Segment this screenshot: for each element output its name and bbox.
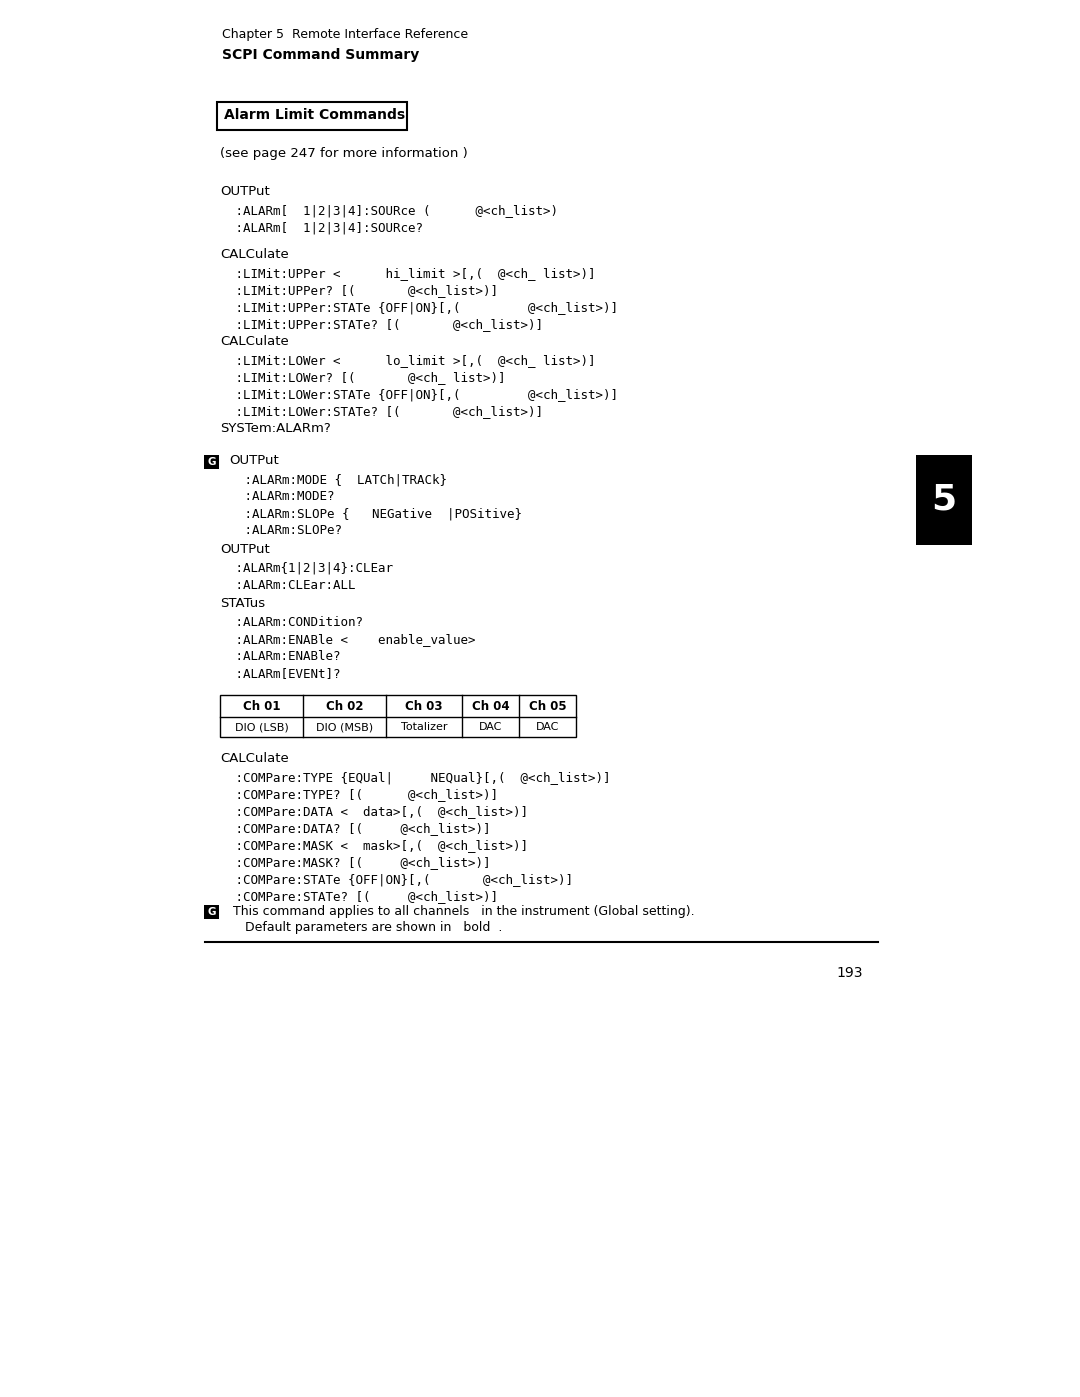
Text: DIO (LSB): DIO (LSB) <box>234 722 288 732</box>
Text: OUTPut: OUTPut <box>220 184 270 198</box>
Text: :ALARm[  1|2|3|4]:SOURce (      @<ch_list>): :ALARm[ 1|2|3|4]:SOURce ( @<ch_list>) <box>228 204 558 217</box>
Text: This command applies to all channels   in the instrument (Global setting).: This command applies to all channels in … <box>229 905 694 918</box>
Text: Ch 05: Ch 05 <box>529 700 566 712</box>
Text: :COMPare:STATe? [(     @<ch_list>)]: :COMPare:STATe? [( @<ch_list>)] <box>228 890 498 902</box>
Text: :COMPare:DATA? [(     @<ch_list>)]: :COMPare:DATA? [( @<ch_list>)] <box>228 821 490 835</box>
Text: Ch 02: Ch 02 <box>326 700 363 712</box>
Text: :LIMit:UPPer:STATe? [(       @<ch_list>)]: :LIMit:UPPer:STATe? [( @<ch_list>)] <box>228 319 543 331</box>
Text: 5: 5 <box>931 483 957 517</box>
Bar <box>220 694 576 738</box>
Text: Ch 03: Ch 03 <box>405 700 443 712</box>
Text: Chapter 5  Remote Interface Reference: Chapter 5 Remote Interface Reference <box>222 28 468 41</box>
Text: CALCulate: CALCulate <box>220 335 288 348</box>
Text: :COMPare:DATA <  data>[,(  @<ch_list>)]: :COMPare:DATA < data>[,( @<ch_list>)] <box>228 805 528 819</box>
Text: :ALARm:ENABle?: :ALARm:ENABle? <box>228 650 340 664</box>
Bar <box>217 102 407 130</box>
Text: :ALARm:ENABle <    enable_value>: :ALARm:ENABle < enable_value> <box>228 633 475 645</box>
Text: (see page 247 for more information ): (see page 247 for more information ) <box>220 147 468 161</box>
Text: :ALARm{1|2|3|4}:CLEar: :ALARm{1|2|3|4}:CLEar <box>228 562 393 576</box>
Text: :LIMit:UPPer:STATe {OFF|ON}[,(         @<ch_list>)]: :LIMit:UPPer:STATe {OFF|ON}[,( @<ch_list… <box>228 300 618 314</box>
Text: :LIMit:LOWer:STATe {OFF|ON}[,(         @<ch_list>)]: :LIMit:LOWer:STATe {OFF|ON}[,( @<ch_list… <box>228 388 618 401</box>
Text: :ALARm:SLOPe {   NEGative  |POSitive}: :ALARm:SLOPe { NEGative |POSitive} <box>237 507 522 520</box>
Text: :ALARm[EVENt]?: :ALARm[EVENt]? <box>228 666 340 680</box>
Text: :ALARm[  1|2|3|4]:SOURce?: :ALARm[ 1|2|3|4]:SOURce? <box>228 221 423 235</box>
Text: CALCulate: CALCulate <box>220 752 288 766</box>
Text: G: G <box>207 457 216 467</box>
Text: :ALARm:CLEar:ALL: :ALARm:CLEar:ALL <box>228 578 355 592</box>
Text: G: G <box>207 907 216 916</box>
Text: :ALARm:MODE?: :ALARm:MODE? <box>237 490 335 503</box>
Text: :LIMit:LOWer <      lo_limit >[,(  @<ch_ list>)]: :LIMit:LOWer < lo_limit >[,( @<ch_ list>… <box>228 353 595 367</box>
Text: :ALARm:MODE {  LATCh|TRACk}: :ALARm:MODE { LATCh|TRACk} <box>237 474 447 486</box>
Text: OUTPut: OUTPut <box>220 543 270 556</box>
Text: :LIMit:UPPer <      hi_limit >[,(  @<ch_ list>)]: :LIMit:UPPer < hi_limit >[,( @<ch_ list>… <box>228 267 595 279</box>
Text: :COMPare:TYPE? [(      @<ch_list>)]: :COMPare:TYPE? [( @<ch_list>)] <box>228 788 498 800</box>
Text: SCPI Command Summary: SCPI Command Summary <box>222 47 419 61</box>
Text: Ch 04: Ch 04 <box>472 700 510 712</box>
Bar <box>204 905 219 919</box>
Text: DIO (MSB): DIO (MSB) <box>316 722 373 732</box>
Text: CALCulate: CALCulate <box>220 249 288 261</box>
Text: Default parameters are shown in   bold  .: Default parameters are shown in bold . <box>229 921 502 935</box>
Text: 193: 193 <box>836 965 863 981</box>
Text: :LIMit:LOWer:STATe? [(       @<ch_list>)]: :LIMit:LOWer:STATe? [( @<ch_list>)] <box>228 405 543 418</box>
Bar <box>204 455 219 469</box>
Text: :COMPare:MASK <  mask>[,(  @<ch_list>)]: :COMPare:MASK < mask>[,( @<ch_list>)] <box>228 840 528 852</box>
Text: :ALARm:CONDition?: :ALARm:CONDition? <box>228 616 363 629</box>
Text: :COMPare:STATe {OFF|ON}[,(       @<ch_list>)]: :COMPare:STATe {OFF|ON}[,( @<ch_list>)] <box>228 873 573 886</box>
Text: DAC: DAC <box>478 722 502 732</box>
Text: :ALARm:SLOPe?: :ALARm:SLOPe? <box>237 524 342 536</box>
Text: Ch 01: Ch 01 <box>243 700 280 712</box>
Text: Totalizer: Totalizer <box>401 722 447 732</box>
Text: Alarm Limit Commands: Alarm Limit Commands <box>224 108 405 122</box>
Text: OUTPut: OUTPut <box>229 454 279 467</box>
Text: STATus: STATus <box>220 597 265 610</box>
Text: :LIMit:UPPer? [(       @<ch_list>)]: :LIMit:UPPer? [( @<ch_list>)] <box>228 284 498 298</box>
Text: :LIMit:LOWer? [(       @<ch_ list>)]: :LIMit:LOWer? [( @<ch_ list>)] <box>228 372 505 384</box>
Text: :COMPare:TYPE {EQUal|     NEQual}[,(  @<ch_list>)]: :COMPare:TYPE {EQUal| NEQual}[,( @<ch_li… <box>228 771 610 784</box>
Bar <box>916 455 972 545</box>
Text: DAC: DAC <box>536 722 559 732</box>
Text: :COMPare:MASK? [(     @<ch_list>)]: :COMPare:MASK? [( @<ch_list>)] <box>228 856 490 869</box>
Text: SYSTem:ALARm?: SYSTem:ALARm? <box>220 422 330 434</box>
